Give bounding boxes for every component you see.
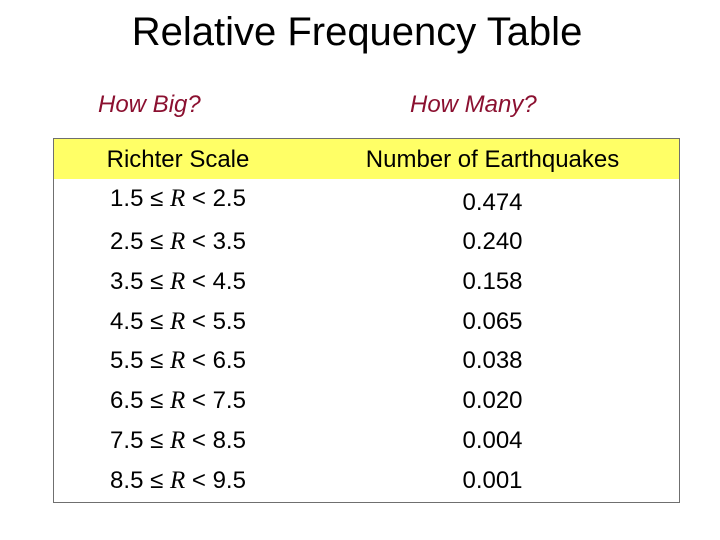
header-cell-number-of-earthquakes: Number of Earthquakes — [365, 146, 620, 173]
table-row-value: 0.038 — [462, 347, 523, 374]
frequency-table — [53, 138, 680, 503]
page-title: Relative Frequency Table — [131, 10, 583, 54]
table-row-range: 2.5 ≤ R < 3.5 — [110, 228, 246, 255]
column-header-how-big: How Big? — [98, 91, 201, 118]
column-header-how-many: How Many? — [410, 91, 537, 118]
table-row-range: 4.5 ≤ R < 5.5 — [110, 308, 246, 335]
table-row-range: 1.5 ≤ R < 2.5 — [110, 185, 246, 212]
table-row-value: 0.158 — [462, 268, 523, 295]
table-row-value: 0.020 — [462, 387, 523, 414]
table-row-range: 8.5 ≤ R < 9.5 — [110, 467, 246, 494]
table-row-range: 5.5 ≤ R < 6.5 — [110, 347, 246, 374]
table-row-range: 6.5 ≤ R < 7.5 — [110, 387, 246, 414]
table-row-value: 0.065 — [462, 308, 523, 335]
table-row-value: 0.240 — [462, 228, 523, 255]
table-row-value: 0.474 — [462, 189, 523, 216]
table-row-range: 7.5 ≤ R < 8.5 — [110, 427, 246, 454]
table-header-band — [53, 138, 680, 179]
table-row-value: 0.004 — [462, 427, 523, 454]
header-cell-richter-scale: Richter Scale — [106, 146, 250, 173]
table-row-value: 0.001 — [462, 467, 523, 494]
table-row-range: 3.5 ≤ R < 4.5 — [110, 268, 246, 295]
